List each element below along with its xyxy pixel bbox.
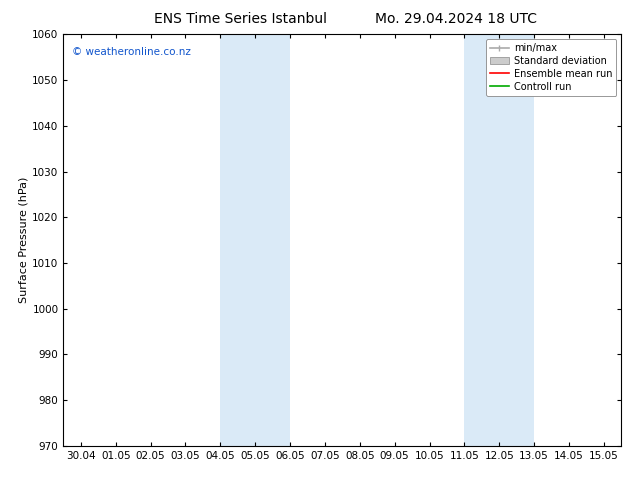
Bar [464,34,534,446]
Bar [221,34,290,446]
Text: Mo. 29.04.2024 18 UTC: Mo. 29.04.2024 18 UTC [375,12,538,26]
Text: ENS Time Series Istanbul: ENS Time Series Istanbul [155,12,327,26]
Legend: min/max, Standard deviation, Ensemble mean run, Controll run: min/max, Standard deviation, Ensemble me… [486,39,616,96]
Text: © weatheronline.co.nz: © weatheronline.co.nz [72,47,191,57]
Y-axis label: Surface Pressure (hPa): Surface Pressure (hPa) [18,177,28,303]
